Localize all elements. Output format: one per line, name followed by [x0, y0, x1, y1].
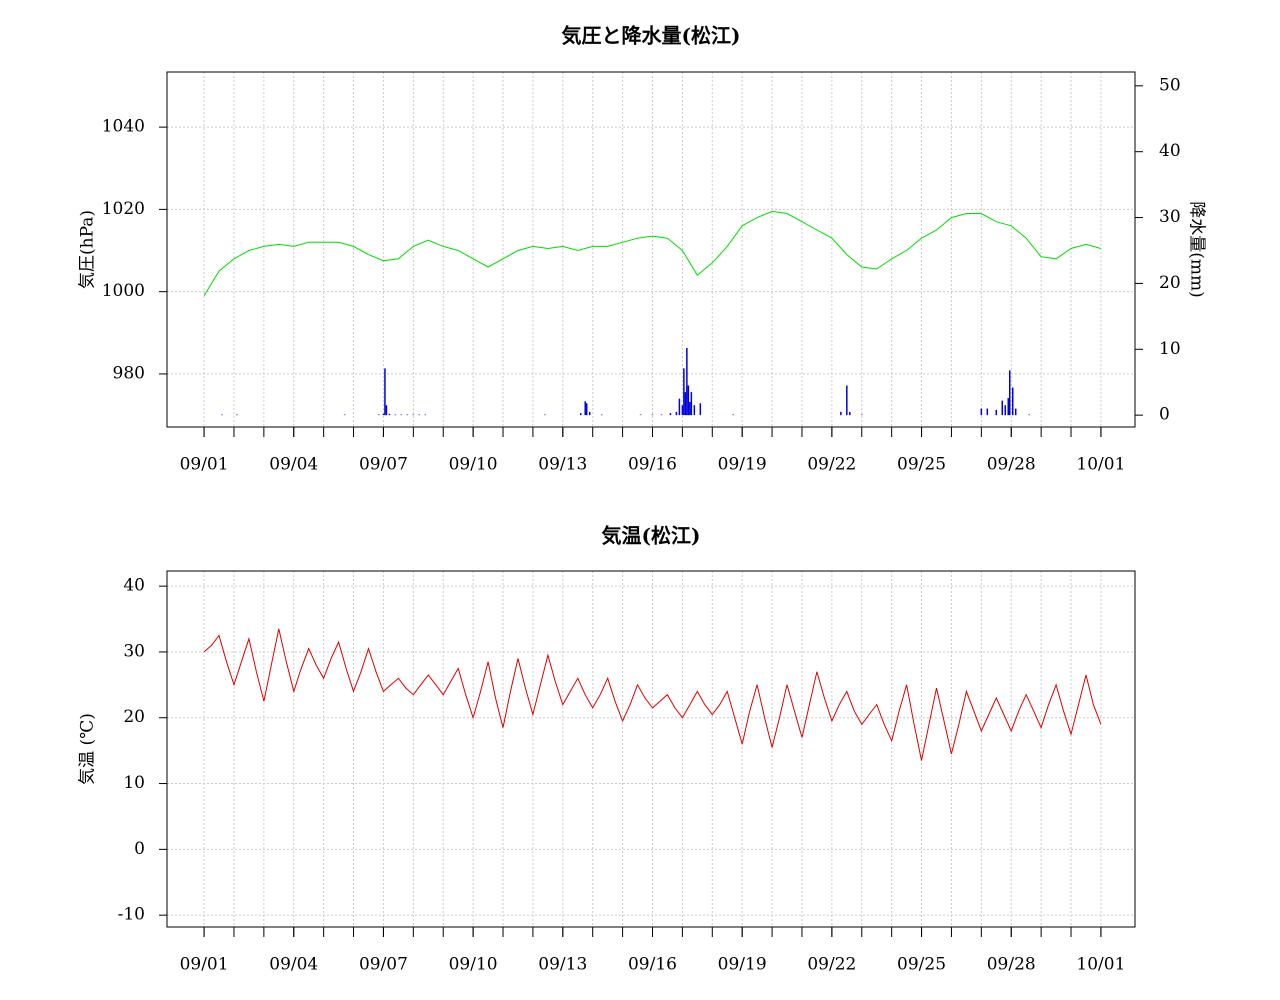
- y2-tick-label: 10: [1159, 339, 1181, 359]
- x-tick-label: 09/25: [897, 955, 946, 975]
- y-axis-label: 気圧(hPa): [78, 210, 98, 289]
- x-tick-label: 09/16: [628, 955, 677, 975]
- chart-title: 気温(松江): [602, 524, 701, 548]
- x-tick-label: 09/01: [180, 455, 229, 475]
- x-tick-label: 09/04: [269, 455, 318, 475]
- plot-frame: [166, 570, 1136, 928]
- y2-axis-label: 降水量(mm): [1187, 201, 1207, 298]
- data-line: [203, 628, 1102, 761]
- y-tick-label: 20: [123, 707, 145, 727]
- y-tick-label: 40: [123, 576, 145, 596]
- x-tick-label: 10/01: [1076, 455, 1125, 475]
- y-tick-label: 1040: [102, 117, 145, 137]
- x-tick-label: 09/19: [718, 455, 767, 475]
- x-tick-label: 09/13: [538, 455, 587, 475]
- y-tick-label: 10: [123, 773, 145, 793]
- x-tick-label: 09/10: [449, 955, 498, 975]
- x-tick-label: 09/22: [807, 955, 856, 975]
- plot-frame: [166, 71, 1136, 428]
- x-tick-label: 09/16: [628, 455, 677, 475]
- y-tick-label: -10: [118, 905, 145, 925]
- x-tick-label: 10/01: [1076, 955, 1125, 975]
- y-tick-label: 1000: [102, 281, 145, 301]
- x-tick-label: 09/04: [269, 955, 318, 975]
- x-tick-label: 09/22: [807, 455, 856, 475]
- x-tick-label: 09/28: [987, 955, 1036, 975]
- y-tick-label: 30: [123, 641, 145, 661]
- y2-tick-label: 30: [1159, 207, 1181, 227]
- y2-tick-label: 0: [1159, 405, 1170, 425]
- y2-tick-label: 20: [1159, 273, 1181, 293]
- y-axis-label: 気温 (℃): [78, 713, 98, 785]
- x-tick-label: 09/28: [987, 455, 1036, 475]
- chart-title: 気圧と降水量(松江): [562, 24, 741, 48]
- x-tick-label: 09/10: [449, 455, 498, 475]
- x-tick-label: 09/07: [359, 455, 408, 475]
- data-line: [203, 210, 1102, 297]
- x-tick-label: 09/07: [359, 955, 408, 975]
- x-tick-label: 09/13: [538, 955, 587, 975]
- y-tick-label: 0: [134, 839, 145, 859]
- x-tick-label: 09/25: [897, 455, 946, 475]
- y2-tick-label: 40: [1159, 141, 1181, 161]
- y-tick-label: 980: [113, 363, 145, 383]
- x-tick-label: 09/01: [180, 955, 229, 975]
- y-tick-label: 1020: [102, 199, 145, 219]
- y2-tick-label: 50: [1159, 75, 1181, 95]
- x-tick-label: 09/19: [718, 955, 767, 975]
